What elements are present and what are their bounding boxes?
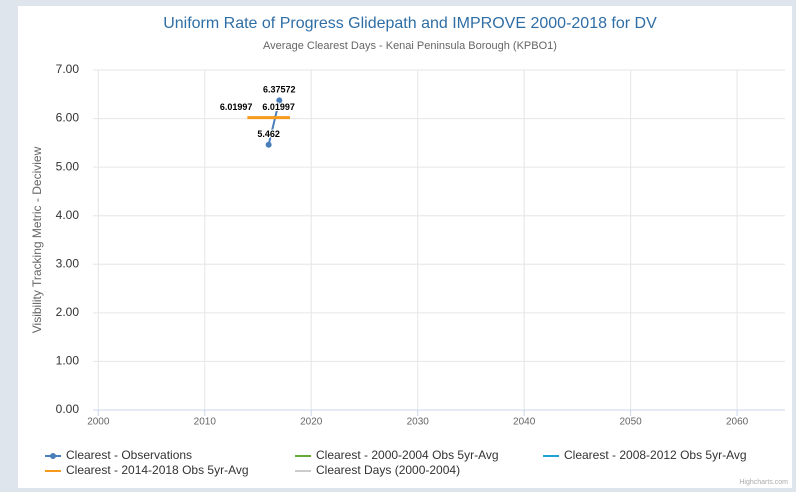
y-tick-label: 5.00 — [56, 159, 80, 173]
x-tick-label: 2030 — [407, 417, 430, 428]
legend-marker — [50, 453, 56, 459]
chart-subtitle: Average Clearest Days - Kenai Peninsula … — [263, 40, 557, 52]
data-label: 6.01997 — [220, 102, 253, 112]
y-tick-label: 3.00 — [56, 256, 80, 270]
x-tick-label: 2060 — [726, 417, 749, 428]
x-tick-label: 2050 — [620, 417, 643, 428]
series-line — [267, 100, 281, 145]
chart-background — [18, 6, 792, 488]
legend-label: Clearest - 2008-2012 Obs 5yr-Avg — [564, 448, 747, 462]
legend-label: Clearest - Observations — [66, 448, 192, 462]
y-axis-title: Visibility Tracking Metric - Deciview — [30, 146, 44, 333]
x-tick-label: 2010 — [194, 417, 217, 428]
legend-label: Clearest - 2014-2018 Obs 5yr-Avg — [66, 463, 249, 477]
chart-title: Uniform Rate of Progress Glidepath and I… — [163, 15, 657, 32]
point — [265, 141, 272, 148]
credits: Highcharts.com — [739, 479, 788, 486]
data-label: 6.37572 — [263, 85, 296, 95]
y-tick-label: 2.00 — [56, 305, 80, 319]
x-tick-label: 2040 — [513, 417, 536, 428]
legend-label: Clearest Days (2000-2004) — [316, 463, 460, 477]
data-label: 6.01997 — [262, 102, 295, 112]
legend-label: Clearest - 2000-2004 Obs 5yr-Avg — [316, 448, 499, 462]
data-label: 5.462 — [257, 129, 280, 139]
y-tick-label: 1.00 — [56, 354, 80, 368]
y-tick-label: 6.00 — [56, 111, 80, 125]
y-tick-label: 4.00 — [56, 208, 80, 222]
point — [276, 97, 283, 104]
y-tick-label: 0.00 — [56, 402, 80, 416]
x-tick-label: 2000 — [87, 417, 110, 428]
x-tick-label: 2020 — [300, 417, 323, 428]
y-tick-label: 7.00 — [56, 62, 80, 76]
